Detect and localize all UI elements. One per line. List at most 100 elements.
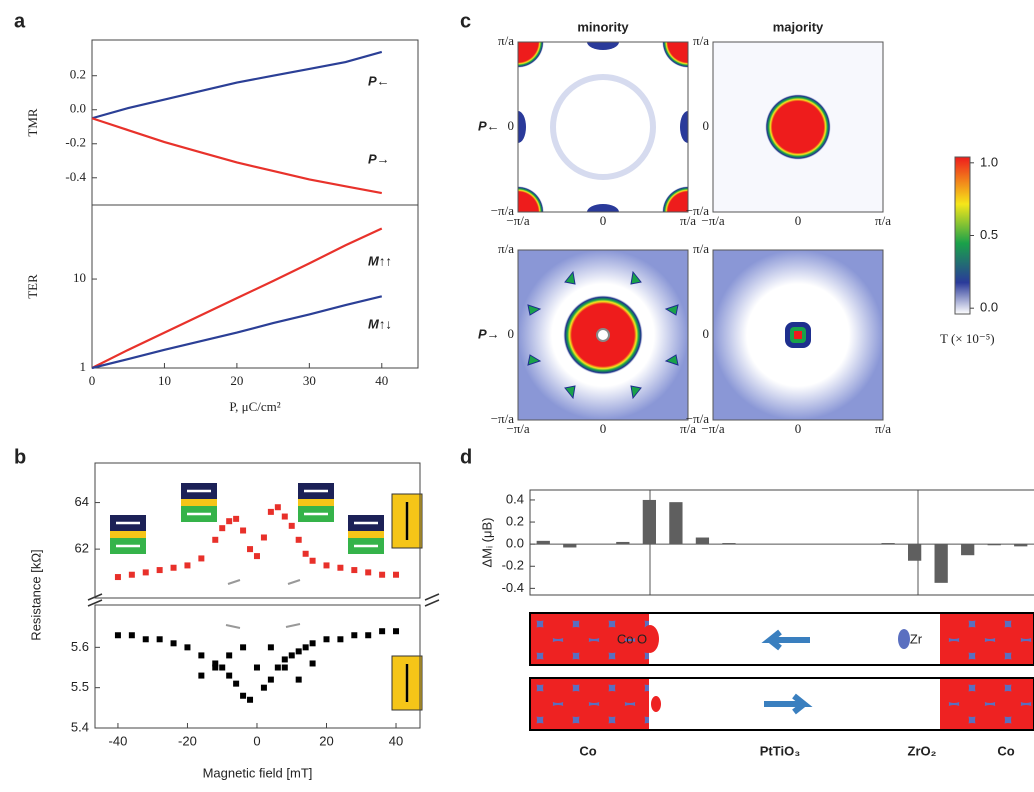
atom-label: Zr (910, 631, 923, 646)
x-tick-label: 30 (303, 373, 316, 388)
y-tick-label: -0.4 (65, 169, 86, 184)
bar (722, 543, 735, 544)
plot-frame (530, 490, 1034, 595)
bar (537, 541, 550, 544)
magnet-icons (88, 483, 439, 710)
point (379, 572, 385, 578)
point (282, 665, 288, 671)
y-tick-label: 0.0 (506, 536, 524, 551)
point (310, 640, 316, 646)
density-strips (530, 490, 1034, 730)
layer-label: Co (997, 743, 1014, 758)
point (212, 537, 218, 543)
y-tick-label: 62 (75, 541, 89, 556)
point (268, 644, 274, 650)
series-line (92, 296, 382, 368)
k-tick-label: 0 (600, 421, 607, 436)
point (240, 693, 246, 699)
point (233, 681, 239, 687)
point (143, 569, 149, 575)
atom-label: Co O (617, 631, 647, 646)
point (171, 565, 177, 571)
k-tick-label: −π/a (506, 213, 530, 228)
point (233, 516, 239, 522)
bar (1014, 544, 1027, 546)
series-line (92, 229, 382, 368)
point (157, 636, 163, 642)
point (198, 652, 204, 658)
map-majority-right (713, 250, 883, 420)
x-axis-label: P, μC/cm² (229, 399, 280, 414)
point (296, 648, 302, 654)
point (289, 652, 295, 658)
x-tick-label: 0 (89, 373, 96, 388)
point (212, 665, 218, 671)
y-axis-label: ΔMᵢ (μB) (479, 518, 494, 568)
x-tick-label: 0 (253, 733, 260, 748)
colorbar (955, 157, 970, 314)
y-tick-label: -0.2 (502, 558, 524, 573)
point (247, 546, 253, 552)
y-axis-label: TMR (25, 108, 40, 137)
point (268, 509, 274, 515)
y-tick-label: 5.6 (71, 639, 89, 654)
k-tick-label: −π/a (701, 213, 725, 228)
bar (908, 544, 921, 561)
y-tick-label: 0.2 (506, 513, 524, 528)
point (296, 537, 302, 543)
y-tick-label: -0.2 (65, 135, 86, 150)
point (184, 562, 190, 568)
y-tick-label: 0.4 (506, 491, 524, 506)
k-tick-label: −π/a (506, 421, 530, 436)
series-label: M↑↓ (368, 316, 392, 331)
x-tick-label: 20 (319, 733, 333, 748)
point (129, 632, 135, 638)
series-label: P→ (368, 151, 390, 166)
k-tick-label: 0 (600, 213, 607, 228)
k-tick-label: 0 (508, 118, 515, 133)
bar (988, 544, 1001, 545)
figure: abcd-0.4-0.20.00.2TMRP←P→110010203040TER… (0, 0, 1034, 787)
x-tick-label: 40 (375, 373, 388, 388)
point (261, 534, 267, 540)
y-tick-label: 5.5 (71, 679, 89, 694)
x-tick-label: -20 (178, 733, 197, 748)
y-axis-label: TER (25, 274, 40, 299)
point (254, 553, 260, 559)
k-tick-label: π/a (875, 213, 891, 228)
column-title: majority (773, 19, 824, 34)
point (247, 697, 253, 703)
y-axis-label: Resistance [kΩ] (28, 549, 43, 640)
bar (643, 500, 656, 544)
x-tick-label: -40 (109, 733, 128, 748)
point (226, 652, 232, 658)
point (323, 636, 329, 642)
y-tick-label: 0.2 (70, 67, 86, 82)
point (198, 555, 204, 561)
k-tick-label: π/a (693, 33, 709, 48)
series-line (92, 52, 382, 118)
k-tick-label: π/a (875, 421, 891, 436)
plot-frame (92, 40, 418, 205)
point (393, 572, 399, 578)
column-title: minority (577, 19, 629, 34)
x-tick-label: 10 (158, 373, 171, 388)
point (254, 665, 260, 671)
point (296, 677, 302, 683)
y-tick-label: 10 (73, 270, 86, 285)
map-minority-left (492, 16, 714, 238)
point (351, 632, 357, 638)
point (282, 514, 288, 520)
layer-label: Co (579, 743, 596, 758)
point (129, 572, 135, 578)
point (303, 551, 309, 557)
k-tick-label: π/a (498, 241, 514, 256)
point (143, 636, 149, 642)
point (337, 565, 343, 571)
point (303, 644, 309, 650)
map-majority-left (713, 42, 883, 212)
k-tick-label: 0 (795, 421, 802, 436)
point (365, 632, 371, 638)
series-label: P← (368, 73, 390, 88)
point (157, 567, 163, 573)
